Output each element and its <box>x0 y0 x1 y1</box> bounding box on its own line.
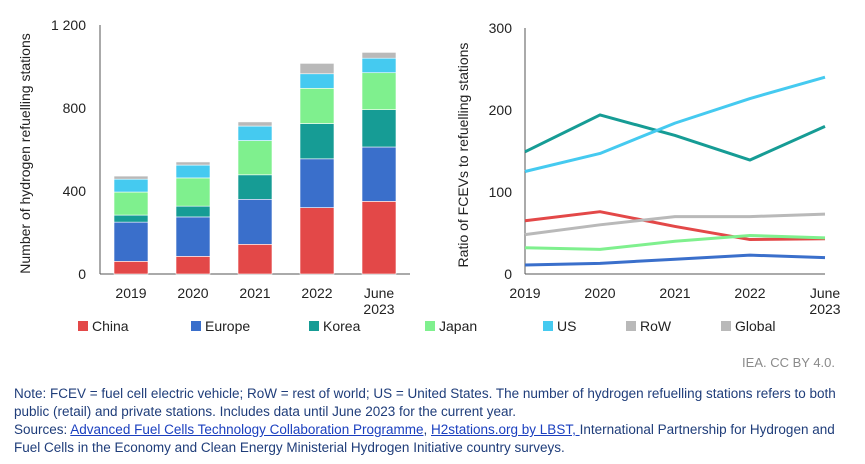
line-series-us <box>524 75 826 173</box>
charts-canvas: 0 400 800 1 200 Number of hydrogen refuellin… <box>17 17 841 317</box>
bar-segment-china <box>299 207 335 275</box>
notes-block: Note: FCEV = fuel cell electric vehicle;… <box>14 385 854 457</box>
legend-label: China <box>92 318 129 334</box>
legend-label: RoW <box>640 318 672 334</box>
legend-item-japan: Japan <box>425 318 477 334</box>
line-ytick-label: 0 <box>504 266 512 282</box>
bar-segment-europe <box>113 221 149 262</box>
sources-rest: International Partnership for Hydrogen a… <box>14 422 835 455</box>
bar-ytick-label: 1 200 <box>51 17 86 33</box>
line-series-korea <box>524 113 826 162</box>
bar-segment-china <box>237 244 273 275</box>
bar-ytick-label: 400 <box>63 183 87 199</box>
legend-swatch <box>78 321 88 331</box>
sources-text: Sources: Advanced Fuel Cells Technology … <box>14 421 854 457</box>
bar-segment-japan <box>361 72 397 110</box>
source-link-h2stations[interactable]: H2stations.org by LBST, <box>431 422 580 437</box>
legend: China Europe Korea Japan US RoW Global <box>78 318 858 340</box>
sources-prefix: Sources: <box>14 422 71 437</box>
bar-segment-japan <box>237 140 273 176</box>
legend-swatch <box>425 321 435 331</box>
sources-separator: , <box>423 422 431 437</box>
line-xtick-label: 2021 <box>659 285 690 301</box>
source-link-aftcp[interactable]: Advanced Fuel Cells Technology Collabora… <box>70 422 424 437</box>
bar-segment-row <box>299 63 335 75</box>
line-series-europe <box>524 253 826 267</box>
line-series-japan <box>524 233 826 251</box>
line-series-china <box>524 210 826 242</box>
legend-swatch <box>543 321 553 331</box>
bar-segment-japan <box>299 87 335 124</box>
bar-segment-china <box>113 261 149 275</box>
legend-label: US <box>557 318 577 334</box>
bar-ytick-label: 800 <box>63 100 87 116</box>
bar-segment-korea <box>113 214 149 223</box>
bar-segment-row <box>237 121 273 127</box>
legend-label: Japan <box>439 318 478 334</box>
bar-segment-us <box>113 178 149 193</box>
legend-swatch <box>191 321 201 331</box>
legend-label: Korea <box>323 318 361 334</box>
bar-segment-korea <box>299 123 335 160</box>
legend-item-us: US <box>543 318 576 334</box>
bar-segment-us <box>361 57 397 74</box>
line-series-global <box>524 212 826 237</box>
bar-xtick-label: 2019 <box>115 285 146 301</box>
bar-segment-us <box>175 164 211 179</box>
bar-segment-japan <box>175 177 211 207</box>
legend-swatch <box>309 321 319 331</box>
line-xtick-label: 2020 <box>584 285 615 301</box>
bar-ytick-label: 0 <box>78 266 86 282</box>
bar-segment-china <box>361 201 397 275</box>
bar-segment-europe <box>175 216 211 257</box>
legend-item-europe: Europe <box>191 318 250 334</box>
legend-item-china: China <box>78 318 129 334</box>
bar-xtick-label: 2021 <box>239 285 270 301</box>
legend-label: Europe <box>205 318 251 334</box>
bar-segment-korea <box>175 205 211 218</box>
bar-segment-europe <box>361 146 397 202</box>
bar-segment-korea <box>237 174 273 200</box>
legend-item-global: Global <box>721 318 775 334</box>
bar-segment-us <box>237 125 273 141</box>
line-xtick-label: June 2023 <box>809 285 840 317</box>
bar-segment-row <box>361 52 397 59</box>
line-ytick-label: 300 <box>489 20 513 36</box>
bar-segment-europe <box>237 199 273 245</box>
bar-segment-row <box>113 175 149 180</box>
line-ytick-label: 200 <box>489 102 513 118</box>
bar-segment-europe <box>299 158 335 208</box>
bar-segment-us <box>299 73 335 89</box>
line-xtick-label: 2019 <box>509 285 540 301</box>
legend-swatch <box>721 321 731 331</box>
line-ytick-label: 100 <box>489 184 513 200</box>
line-y-axis-label: Ratio of FCEVs to refuelling stations <box>455 43 471 268</box>
bar-xtick-label: June 2023 <box>363 285 394 317</box>
bar-segment-japan <box>113 191 149 216</box>
legend-label: Global <box>735 318 776 334</box>
legend-swatch <box>626 321 636 331</box>
note-text: Note: FCEV = fuel cell electric vehicle;… <box>14 386 836 419</box>
line-xtick-label: 2022 <box>734 285 765 301</box>
legend-item-row: RoW <box>626 318 671 334</box>
bar-y-axis-label: Number of hydrogen refuelling stations <box>17 33 33 273</box>
bar-segment-korea <box>361 109 397 148</box>
legend-item-korea: Korea <box>309 318 360 334</box>
bar-xtick-label: 2020 <box>177 285 208 301</box>
bar-xtick-label: 2022 <box>301 285 332 301</box>
credit-text: IEA. CC BY 4.0. <box>742 355 835 370</box>
bar-segment-row <box>175 161 211 166</box>
bar-segment-china <box>175 256 211 275</box>
